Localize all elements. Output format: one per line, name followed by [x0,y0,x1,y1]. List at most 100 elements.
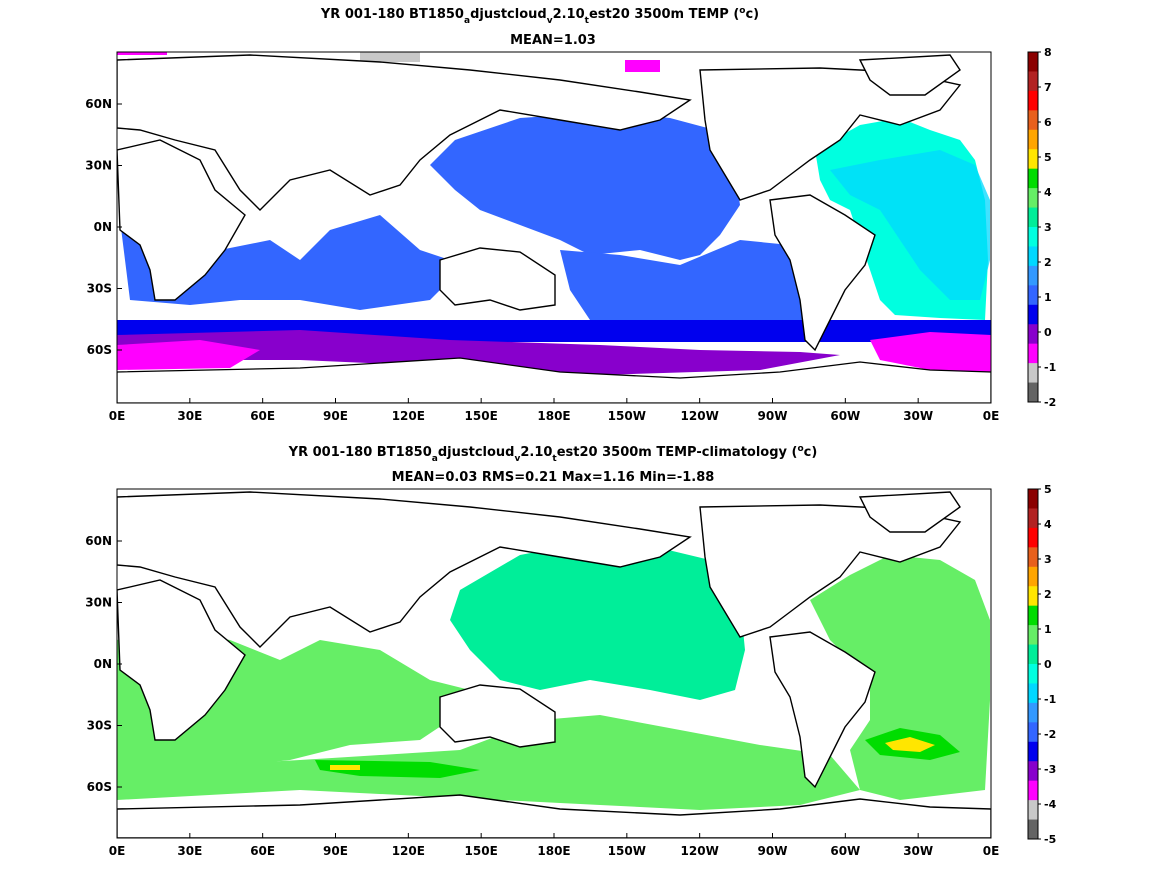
panel-top-map [117,52,991,403]
colorbar-swatch [1028,566,1038,587]
land-australia [439,684,556,748]
colorbar-swatch [1028,489,1038,509]
colorbar-swatch [1028,324,1038,345]
x-tick-label: 150E [465,409,498,423]
colorbar-swatch [1028,227,1038,247]
colorbar-tick-label: 1 [1044,623,1052,636]
colorbar-swatch [1028,304,1038,325]
colorbar-swatch [1028,664,1038,684]
colorbar-swatch [1028,246,1038,267]
x-tick-label: 90W [758,409,788,423]
field-indian [120,215,480,310]
x-tick-label: 90W [758,844,788,858]
colorbar-tick-label: 6 [1044,116,1052,129]
colorbar-tick-label: 3 [1044,553,1052,566]
colorbar-tick-label: 3 [1044,221,1052,234]
x-tick-label: 150W [608,409,646,423]
colorbar-swatch [1028,780,1038,801]
land-africa [117,139,246,301]
colorbar-swatch [1028,508,1038,529]
colorbar-tick-label: -2 [1044,728,1056,741]
colorbar-swatch [1028,644,1038,665]
x-tick-label: 120W [681,409,719,423]
colorbar-swatch [1028,265,1038,286]
y-tick-label: 60S [87,343,112,357]
colorbar-swatch [1028,683,1038,704]
land-greenland [858,491,961,533]
field-south-pacific [560,240,820,335]
colorbar-swatch [1028,71,1038,92]
y-tick-label: 30N [85,159,112,173]
panel-top-axes: 0E 30E 60E 90E 120E 150E 180E 150W 120W 90W 60W 30W… [85,97,999,423]
colorbar-tick-label: -4 [1044,798,1057,811]
colorbar-swatch [1028,722,1038,743]
x-tick-label: 150W [608,844,646,858]
colorbar-tick-label: -1 [1044,693,1056,706]
field-arctic-edge [117,52,167,55]
y-tick-label: 0N [94,657,112,671]
x-tick-label: 150E [465,844,498,858]
panel-top: YR 001-180 BT1850adjustcloudv2.10test20 … [85,6,1056,423]
colorbar-tick-label: 5 [1044,151,1052,164]
field-weddell-east [870,332,991,372]
x-tick-label: 90E [323,409,348,423]
y-tick-label: 60S [87,780,112,794]
panel-bottom-colorbar: 5 4 3 2 1 0 -1 -2 -3 -4 -5 [1027,483,1057,846]
colorbar-swatch [1028,761,1038,782]
land-africa [117,579,246,741]
panel-top-colorbar: 8 7 6 5 4 3 2 1 0 -1 -2 [1027,46,1056,409]
panel-bottom: YR 001-180 BT1850adjustcloudv2.10test20 … [85,444,1056,858]
field-southern-purple [117,330,840,375]
x-tick-label: 60W [830,409,860,423]
colorbar-swatch [1028,52,1038,72]
colorbar-swatch [1028,605,1038,626]
colorbar-tick-label: 7 [1044,81,1052,94]
colorbar-swatch [1028,129,1038,150]
land-australia [439,247,556,311]
x-tick-label: 120E [392,409,425,423]
x-tick-label: 60E [250,409,275,423]
colorbar-swatch [1028,285,1038,306]
land-south-america [769,631,876,789]
field-arctic-patch [625,60,660,72]
x-tick-label: 0E [109,409,126,423]
x-tick-label: 0E [983,409,1000,423]
y-tick-label: 60N [85,534,112,548]
colorbar-swatch [1028,625,1038,646]
colorbar-swatch [1028,819,1038,840]
land-eurasia [117,491,692,648]
y-tick-label: 0N [94,220,112,234]
field-north-pacific [430,112,740,260]
colorbar-swatch [1028,702,1038,723]
land-continents-bottom [117,491,991,838]
colorbar-tick-label: 4 [1044,186,1052,199]
x-tick-label: 30E [177,409,202,423]
colorbar-swatch [1028,90,1038,111]
land-continents-top [117,54,962,352]
field-pacific-anom [450,540,745,700]
colorbar-swatch [1028,527,1038,548]
colorbar-tick-label: -2 [1044,396,1056,409]
colorbar-swatch [1028,363,1038,384]
x-tick-label: 90E [323,844,348,858]
land-eurasia [117,54,692,211]
colorbar-swatch [1028,168,1038,189]
y-tick-label: 30S [87,719,112,733]
colorbar-swatch [1028,741,1038,762]
x-tick-label: 120W [681,844,719,858]
field-atlantic-anom [810,555,990,800]
panel-top-title: YR 001-180 BT1850adjustcloudv2.10test20 … [320,6,759,26]
x-tick-label: 0E [109,844,126,858]
colorbar-tick-label: -5 [1044,833,1056,846]
colorbar-swatch [1028,382,1038,403]
field-southern-yellow [330,765,360,770]
colorbar-swatch [1028,586,1038,607]
colorbar-swatch [1028,343,1038,364]
colorbar-tick-label: -3 [1044,763,1056,776]
y-tick-label: 30N [85,596,112,610]
colorbar-swatch [1028,110,1038,131]
panel-bottom-stats: MEAN=0.03 RMS=0.21 Max=1.16 Min=-1.88 [392,470,715,485]
x-tick-label: 180E [537,409,570,423]
colorbar-tick-label: 8 [1044,46,1052,59]
